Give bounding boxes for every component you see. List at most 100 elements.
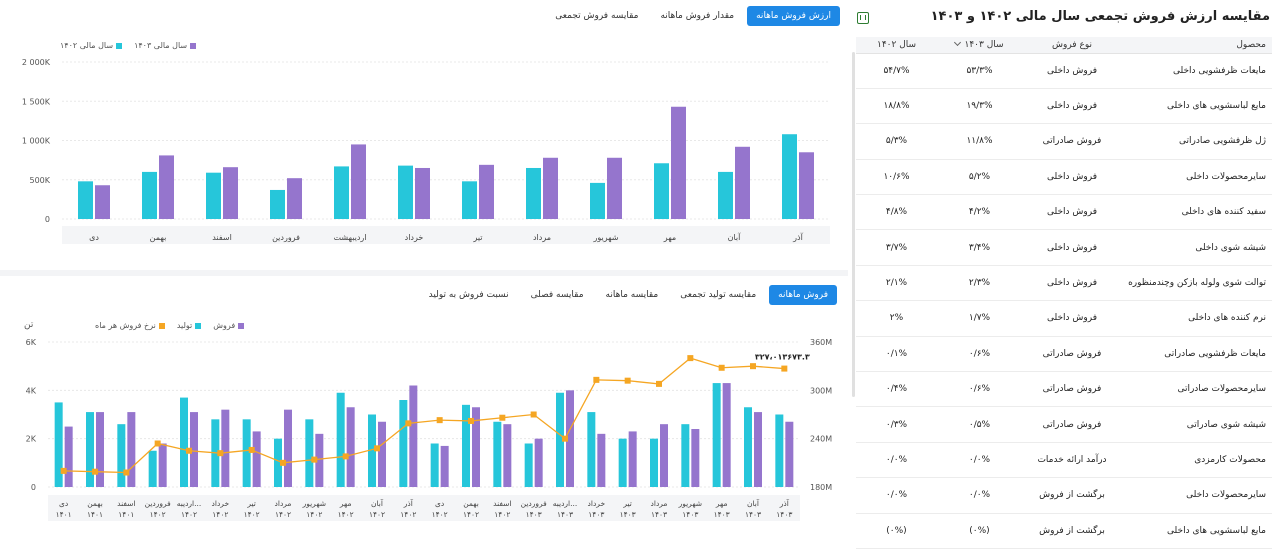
bar-sales[interactable]: [691, 429, 700, 487]
bar-production[interactable]: [180, 397, 188, 487]
bar-1403[interactable]: [607, 157, 622, 219]
bottom-tabs-3[interactable]: مقایسه فصلی: [530, 290, 584, 300]
bar-production[interactable]: [744, 407, 752, 487]
bar-production[interactable]: [681, 424, 690, 487]
bar-sales[interactable]: [346, 407, 355, 487]
table-row[interactable]: نرم کننده های داخلی فروش داخلی ۱/۷% ۲%: [856, 300, 1272, 337]
legend-item[interactable]: تولید: [177, 321, 202, 330]
bar-production[interactable]: [462, 404, 470, 487]
bar-sales[interactable]: [409, 385, 418, 488]
rate-point[interactable]: [718, 364, 725, 371]
rate-point[interactable]: [687, 355, 694, 362]
bar-sales[interactable]: [284, 409, 292, 487]
bar-production[interactable]: [54, 402, 63, 487]
table-row[interactable]: سایرمحصولات داخلی فروش داخلی ۵/۲% ۱۰/۶%: [856, 159, 1272, 196]
rate-point[interactable]: [530, 411, 537, 418]
bar-1402[interactable]: [398, 165, 413, 219]
bar-production[interactable]: [775, 414, 784, 488]
table-row[interactable]: مایعات ظرفشویی داخلی فروش داخلی ۵۳/۳% ۵۴/۷%: [856, 53, 1272, 89]
bar-1402[interactable]: [718, 171, 733, 219]
bar-sales[interactable]: [158, 443, 167, 488]
bar-production[interactable]: [399, 400, 408, 487]
bar-1403[interactable]: [479, 164, 494, 219]
bottom-tabs-0[interactable]: فروش ماهانه: [769, 285, 837, 305]
bar-1403[interactable]: [415, 167, 430, 219]
table-scrollbar[interactable]: [852, 52, 855, 397]
table-row[interactable]: سایرمحصولات صادراتی فروش صادراتی ۰/۶% ۰/۴%: [856, 371, 1272, 408]
bar-1403[interactable]: [223, 167, 238, 219]
bottom-tabs-2[interactable]: مقایسه ماهانه: [605, 290, 659, 300]
bar-production[interactable]: [117, 424, 126, 487]
bar-sales[interactable]: [754, 412, 762, 487]
sort-chevron-icon[interactable]: [954, 38, 962, 46]
bar-1403[interactable]: [95, 185, 110, 219]
bar-1402[interactable]: [590, 182, 605, 219]
rate-point[interactable]: [154, 440, 161, 447]
bar-sales[interactable]: [472, 407, 480, 487]
bar-1403[interactable]: [351, 144, 366, 219]
rate-point[interactable]: [217, 450, 224, 457]
rate-point[interactable]: [593, 376, 600, 383]
table-row[interactable]: محصولات کارمزدی درآمد ارائه خدمات ۰/۰% ۰/۰%: [856, 442, 1272, 479]
rate-point[interactable]: [750, 363, 756, 370]
table-row[interactable]: شیشه شوی داخلی فروش داخلی ۳/۴% ۳/۷%: [856, 229, 1272, 266]
rate-point[interactable]: [436, 417, 443, 424]
bar-sales[interactable]: [534, 438, 543, 487]
col-header-sale-type[interactable]: نوع فروش: [1022, 37, 1122, 54]
bar-sales[interactable]: [628, 431, 637, 487]
top-tabs-1[interactable]: مقدار فروش ماهانه: [660, 11, 735, 21]
bar-production[interactable]: [524, 443, 533, 488]
bar-production[interactable]: [274, 438, 282, 487]
bar-sales[interactable]: [221, 409, 230, 487]
bar-1403[interactable]: [287, 178, 302, 219]
legend-item[interactable]: سال مالی ۱۴۰۲: [60, 41, 123, 50]
bar-1403[interactable]: [543, 157, 558, 219]
bar-production[interactable]: [242, 419, 251, 487]
rate-point[interactable]: [656, 380, 662, 387]
bar-sales[interactable]: [566, 390, 574, 487]
excel-export-icon[interactable]: [857, 12, 869, 24]
bar-production[interactable]: [650, 438, 658, 487]
rate-point[interactable]: [342, 453, 349, 460]
bar-sales[interactable]: [252, 431, 261, 487]
bar-1402[interactable]: [78, 181, 93, 219]
bar-sales[interactable]: [785, 421, 794, 487]
bar-1402[interactable]: [462, 181, 477, 219]
bar-production[interactable]: [618, 438, 627, 487]
bottom-tabs-4[interactable]: نسبت فروش به تولید: [428, 290, 509, 300]
bar-sales[interactable]: [378, 421, 386, 487]
bar-1402[interactable]: [654, 163, 669, 219]
table-row[interactable]: سایرمحصولات داخلی برگشت از فروش ۰/۰% ۰/۰%: [856, 477, 1272, 514]
bar-production[interactable]: [430, 443, 439, 488]
bar-1402[interactable]: [142, 171, 157, 219]
rate-point[interactable]: [781, 365, 788, 372]
rate-point[interactable]: [92, 468, 98, 475]
bar-1403[interactable]: [671, 106, 686, 219]
bar-sales[interactable]: [660, 424, 668, 487]
bar-sales[interactable]: [127, 412, 136, 487]
bar-sales[interactable]: [597, 433, 606, 487]
table-row[interactable]: مایعات ظرفشویی صادراتی فروش صادراتی ۰/۶% ۰/…: [856, 336, 1272, 373]
rate-point[interactable]: [374, 445, 380, 452]
rate-point[interactable]: [280, 459, 286, 466]
bar-production[interactable]: [712, 383, 721, 487]
bar-sales[interactable]: [503, 424, 512, 487]
bar-sales[interactable]: [440, 445, 449, 487]
legend-item[interactable]: نرخ فروش هر ماه: [95, 321, 165, 330]
bottom-tabs-1[interactable]: مقایسه تولید تجمعی: [680, 290, 757, 300]
col-header-1402[interactable]: سال ۱۴۰۲: [856, 37, 937, 54]
col-header-product[interactable]: محصول: [1122, 37, 1272, 54]
bar-production[interactable]: [148, 450, 157, 487]
legend-item[interactable]: فروش: [213, 321, 245, 330]
bar-sales[interactable]: [96, 412, 104, 487]
bar-production[interactable]: [86, 412, 94, 487]
rate-point[interactable]: [248, 446, 255, 453]
rate-point[interactable]: [60, 467, 67, 474]
rate-point[interactable]: [311, 456, 318, 463]
table-row[interactable]: ژل ظرفشویی صادراتی فروش صادراتی ۱۱/۸% ۵/۳%: [856, 123, 1272, 160]
bar-1403[interactable]: [735, 146, 750, 219]
col-header-1403[interactable]: سال ۱۴۰۳: [937, 37, 1022, 54]
bar-production[interactable]: [587, 412, 596, 487]
rate-point[interactable]: [123, 469, 130, 476]
bar-production[interactable]: [305, 419, 314, 487]
